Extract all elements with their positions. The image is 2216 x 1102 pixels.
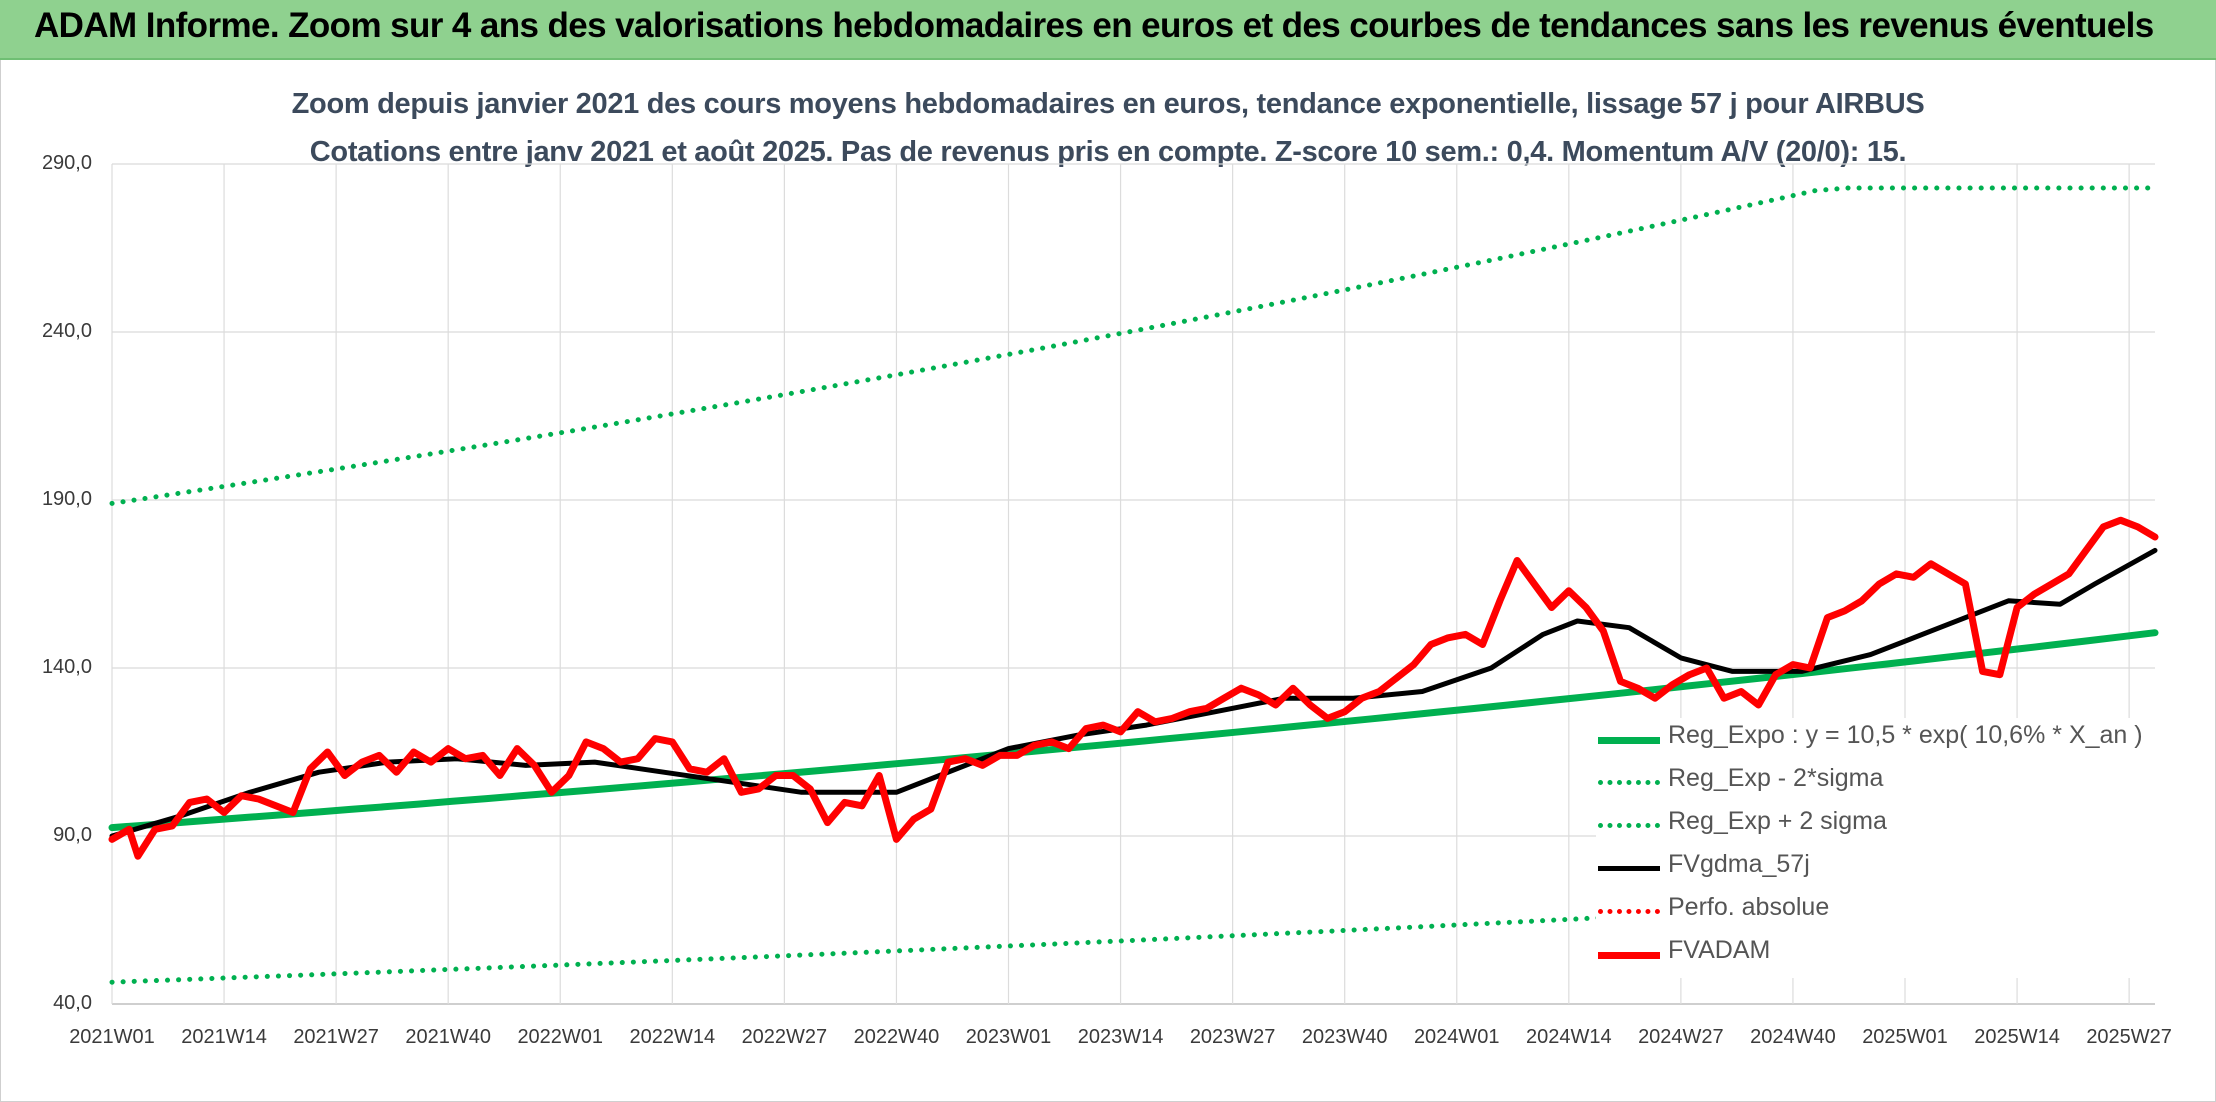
legend-label: FVADAM [1668,936,1771,964]
y-tick-label: 290,0 [41,152,92,174]
legend-label: Reg_Expo : y = 10,5 * exp( 10,6% * X_an … [1668,721,2143,749]
y-tick-label: 190,0 [41,488,92,510]
x-tick-label: 2022W01 [517,1026,604,1048]
x-tick-label: 2021W40 [405,1026,491,1048]
legend-reg-exp-plus: Reg_Exp + 2 sigma [1596,804,2156,844]
x-tick-label: 2023W27 [1189,1026,1276,1048]
chart-legend: Reg_Expo : y = 10,5 * exp( 10,6% * X_an … [1596,718,2156,978]
legend-swatch [1598,780,1660,785]
reg-exp-plus-2sigma-line [109,185,2158,506]
x-tick-label: 2021W14 [181,1026,267,1048]
x-tick-label: 2022W27 [741,1026,828,1048]
fvadam-line [108,516,2159,860]
y-tick-label: 40,0 [53,992,92,1014]
x-tick-label: 2023W40 [1301,1026,1388,1048]
chart-title: Zoom depuis janvier 2021 des cours moyen… [291,88,1925,120]
legend-reg-exp-minus: Reg_Exp - 2*sigma [1596,761,2156,801]
legend-label: Perfo. absolue [1668,893,1830,921]
legend-perfo-absolue: Perfo. absolue [1596,890,2156,930]
legend-swatch [1598,823,1660,828]
x-tick-label: 2023W14 [1077,1026,1164,1048]
legend-reg-expo: Reg_Expo : y = 10,5 * exp( 10,6% * X_an … [1596,718,2156,758]
legend-swatch [1598,952,1660,959]
y-tick-label: 140,0 [41,656,92,678]
legend-fvadam: FVADAM [1596,933,2156,973]
legend-swatch [1598,909,1660,914]
y-tick-label: 240,0 [41,320,92,342]
y-tick-label: 90,0 [53,824,92,846]
banner-title: ADAM Informe. Zoom sur 4 ans des valoris… [34,6,2154,45]
legend-label: Reg_Exp - 2*sigma [1668,764,1884,792]
chart-series [108,185,2159,985]
x-tick-label: 2024W14 [1526,1026,1612,1048]
legend-label: FVgdma_57j [1668,850,1810,878]
x-tick-label: 2025W01 [1862,1026,1948,1048]
reg-exp-minus-2sigma-line [109,884,2158,985]
x-tick-label: 2023W01 [965,1026,1052,1048]
x-tick-label: 2024W40 [1750,1026,1836,1048]
chart-subtitle: Cotations entre janv 2021 et août 2025. … [309,136,1907,168]
legend-swatch [1598,737,1660,744]
x-tick-label: 2022W14 [629,1026,716,1048]
x-tick-label: 2024W27 [1638,1026,1724,1048]
legend-fvgdma: FVgdma_57j [1596,847,2156,887]
x-tick-label: 2021W01 [69,1026,155,1048]
legend-label: Reg_Exp + 2 sigma [1668,807,1887,835]
legend-swatch [1598,866,1660,871]
x-tick-label: 2025W27 [2086,1026,2172,1048]
x-tick-label: 2022W40 [853,1026,940,1048]
x-tick-label: 2025W14 [1974,1026,2060,1048]
report-banner: ADAM Informe. Zoom sur 4 ans des valoris… [0,0,2216,60]
reg-expo-line [108,629,2159,832]
x-tick-label: 2021W27 [293,1026,379,1048]
x-tick-label: 2024W01 [1413,1026,1500,1048]
